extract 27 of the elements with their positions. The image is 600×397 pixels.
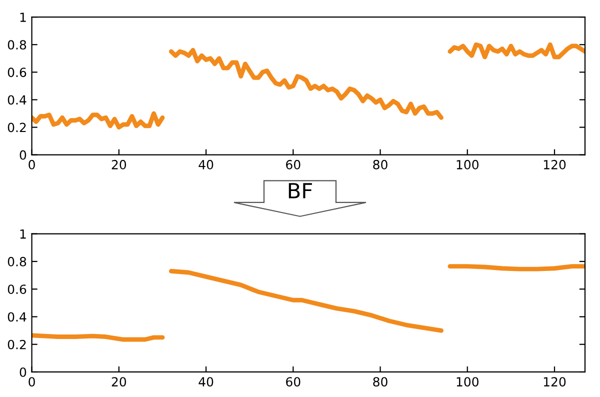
y-tick-label: 0.6 — [8, 68, 26, 78]
x-tick-label: 60 — [286, 377, 300, 387]
x-tick-label: 80 — [373, 160, 388, 170]
y-tick-label: 0.4 — [8, 95, 26, 105]
y-tick-label: 0 — [20, 367, 26, 377]
y-tick-label: 0.8 — [8, 256, 26, 266]
x-tick-label: 80 — [373, 377, 388, 387]
x-tick-label: 60 — [286, 160, 300, 170]
x-tick-label: 120 — [544, 377, 566, 387]
y-tick-label: 0.2 — [8, 122, 26, 132]
y-tick-label: 1 — [20, 12, 26, 22]
y-tick-label: 0.2 — [8, 340, 26, 350]
y-tick-label: 0.4 — [8, 312, 26, 322]
x-tick-label: 20 — [112, 160, 126, 170]
y-tick-label: 0.8 — [8, 40, 26, 50]
y-tick-label: 0.6 — [8, 284, 26, 294]
y-tick-label: 0 — [20, 150, 26, 160]
x-tick-label: 20 — [112, 377, 126, 387]
x-tick-label: 0 — [28, 377, 35, 387]
y-tick-label: 1 — [20, 229, 26, 239]
x-tick-label: 40 — [198, 160, 214, 170]
text: BF — [288, 183, 312, 198]
x-tick-label: 100 — [456, 377, 478, 387]
x-tick-label: 100 — [456, 160, 478, 170]
x-tick-label: 40 — [198, 377, 214, 387]
x-tick-label: 120 — [544, 160, 566, 170]
x-tick-label: 0 — [28, 160, 35, 170]
